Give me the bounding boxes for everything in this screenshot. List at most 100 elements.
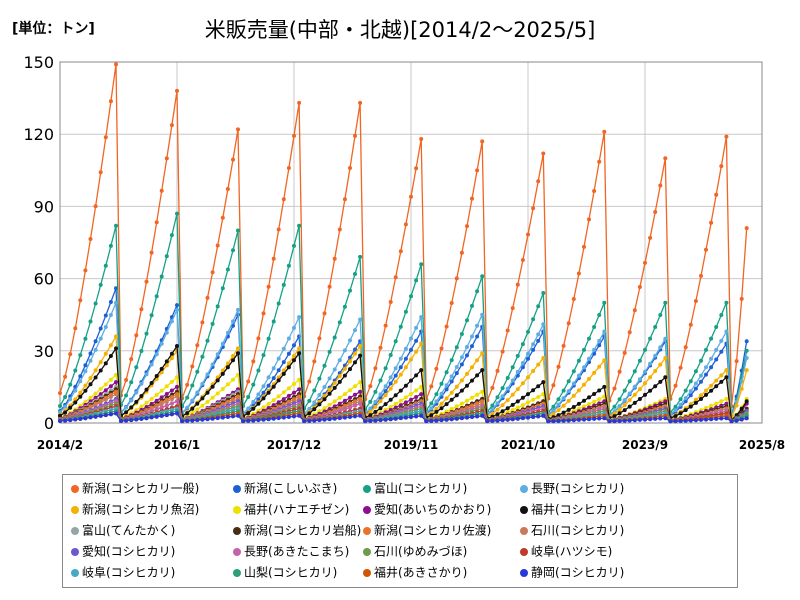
data-point	[256, 392, 261, 397]
data-point	[663, 375, 668, 380]
data-point	[526, 415, 530, 420]
data-point	[266, 390, 271, 395]
data-point	[709, 365, 714, 370]
data-point	[139, 404, 144, 409]
data-point	[68, 382, 73, 387]
data-point	[719, 349, 724, 354]
data-point	[592, 392, 597, 396]
data-point	[480, 274, 485, 279]
data-point	[185, 395, 190, 400]
data-point	[449, 358, 454, 363]
y-tick-label: 60	[34, 270, 54, 289]
legend-swatch	[363, 484, 371, 493]
legend-item: 新潟(コシヒカリ佐渡)	[363, 523, 491, 538]
data-point	[236, 307, 240, 312]
data-point	[454, 345, 459, 350]
data-point	[281, 282, 286, 287]
series-line	[59, 407, 747, 422]
data-point	[317, 393, 322, 397]
legend-label: 新潟(コシヒカリ岩船)	[244, 523, 362, 538]
data-point	[393, 366, 398, 371]
data-point	[470, 334, 474, 339]
data-point	[739, 296, 744, 301]
data-point	[622, 398, 627, 402]
data-point	[327, 349, 332, 354]
data-point	[83, 336, 88, 341]
data-point	[276, 227, 281, 232]
data-point	[678, 402, 683, 407]
data-point	[292, 343, 296, 348]
legend-swatch	[520, 484, 528, 493]
data-point	[719, 416, 724, 421]
data-point	[215, 391, 220, 396]
data-point	[246, 411, 251, 416]
data-point	[699, 373, 703, 378]
series-line	[59, 344, 748, 422]
data-point	[337, 401, 342, 406]
data-point	[459, 362, 464, 367]
data-point	[648, 361, 653, 366]
data-point	[622, 388, 627, 393]
data-point	[236, 372, 240, 377]
data-point	[68, 405, 73, 410]
data-point	[419, 341, 424, 346]
data-point	[470, 365, 474, 370]
data-point	[383, 402, 388, 407]
data-point	[210, 362, 215, 367]
data-point	[78, 416, 83, 421]
data-point	[78, 390, 83, 395]
data-point	[465, 415, 469, 420]
data-point	[520, 403, 525, 408]
data-point	[98, 360, 103, 365]
data-point	[114, 380, 118, 385]
data-point	[108, 412, 113, 417]
data-point	[627, 330, 632, 335]
data-point	[256, 418, 261, 423]
data-point	[607, 419, 612, 424]
data-point	[444, 402, 449, 407]
data-point	[159, 341, 164, 346]
data-point	[556, 364, 561, 369]
data-point	[683, 388, 688, 393]
data-point	[454, 416, 459, 421]
legend-label: 福井(コシヒカリ)	[531, 502, 625, 517]
data-point	[658, 313, 663, 317]
data-point	[434, 418, 439, 423]
data-point	[709, 383, 714, 388]
data-point	[266, 284, 271, 289]
data-point	[103, 361, 108, 366]
data-point	[332, 381, 337, 385]
data-point	[276, 400, 281, 405]
data-point	[78, 379, 83, 384]
data-point	[444, 324, 449, 329]
data-point	[556, 408, 561, 413]
data-point	[307, 418, 312, 423]
data-point	[114, 372, 118, 377]
data-point	[592, 416, 597, 421]
legend-label: 石川(コシヒカリ)	[531, 523, 625, 538]
data-point	[561, 388, 566, 393]
data-point	[419, 315, 424, 320]
data-point	[536, 332, 541, 337]
data-point	[582, 404, 586, 409]
data-point	[210, 384, 215, 389]
data-point	[353, 414, 357, 419]
data-point	[169, 319, 174, 324]
data-point	[292, 325, 296, 330]
data-point	[220, 415, 225, 420]
data-point	[515, 353, 520, 358]
data-point	[292, 243, 296, 248]
data-point	[281, 397, 286, 402]
data-point	[180, 419, 185, 424]
data-point	[164, 413, 169, 418]
data-point	[231, 377, 235, 382]
data-point	[154, 352, 159, 357]
data-point	[592, 370, 597, 375]
data-point	[58, 419, 62, 423]
data-point	[637, 397, 642, 401]
data-point	[678, 397, 683, 402]
legend-label: 富山(コシヒカリ)	[374, 481, 468, 496]
data-point	[536, 304, 541, 309]
data-point	[220, 286, 225, 291]
data-point	[342, 304, 347, 309]
